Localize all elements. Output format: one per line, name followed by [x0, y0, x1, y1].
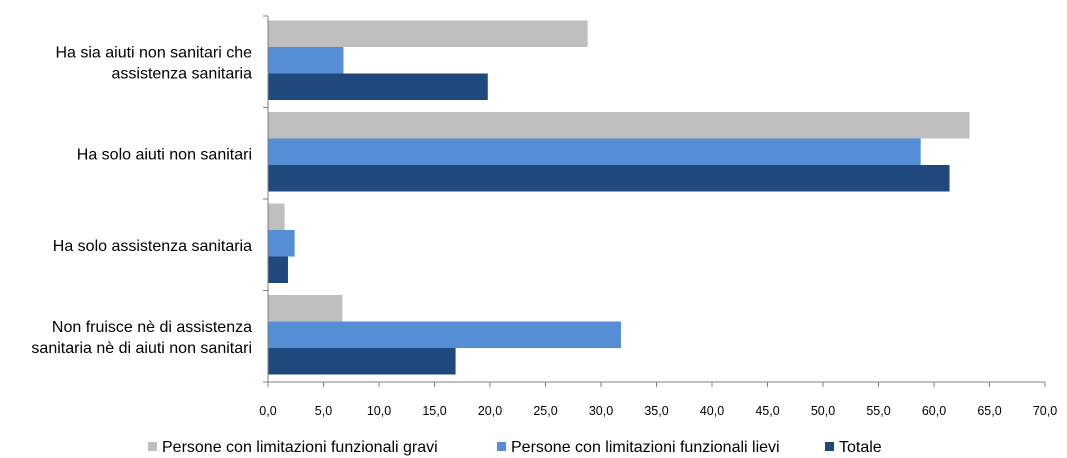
- bar-1-category-4: [268, 295, 343, 322]
- bar-2-category-3: [268, 230, 295, 257]
- bars-group: [268, 20, 970, 375]
- x-tick-label: 20,0: [478, 404, 502, 418]
- legend-label-1: Persone con limitazioni funzionali gravi: [162, 439, 438, 456]
- legend: Persone con limitazioni funzionali gravi…: [148, 439, 882, 456]
- category-label-4-line-2: sanitaria nè di aiuti non sanitari: [31, 340, 252, 357]
- category-label-1-line-2: assistenza sanitaria: [111, 65, 252, 82]
- bar-3-category-2: [268, 165, 950, 192]
- legend-swatch-2: [497, 442, 506, 451]
- bar-3-category-3: [268, 256, 288, 283]
- x-tick-label: 50,0: [811, 404, 835, 418]
- x-tick-label: 40,0: [700, 404, 724, 418]
- legend-label-2: Persone con limitazioni funzionali lievi: [511, 439, 780, 456]
- x-tick-label: 10,0: [367, 404, 391, 418]
- legend-swatch-3: [825, 442, 834, 451]
- category-label-2-line-1: Ha solo aiuti non sanitari: [77, 146, 252, 163]
- x-tick-label: 30,0: [589, 404, 613, 418]
- x-tick-label: 45,0: [755, 404, 779, 418]
- tick-labels: 0,0 5,0 10,0 15,0 20,0 25,0 30,0 35,0 40,0 45,0 50…: [259, 404, 1057, 418]
- x-tick-label: 0,0: [259, 404, 276, 418]
- x-tick-label: 15,0: [422, 404, 446, 418]
- bar-1-category-2: [268, 112, 970, 139]
- bar-2-category-1: [268, 47, 344, 74]
- x-tick-label: 65,0: [977, 404, 1001, 418]
- legend-swatch-1: [148, 442, 157, 451]
- axes-group: [263, 15, 1046, 387]
- x-tick-label: 5,0: [315, 404, 332, 418]
- category-label-4-line-1: Non fruisce nè di assistenza: [52, 319, 252, 336]
- category-labels: Ha sia aiuti non sanitari che assistenza …: [31, 44, 252, 357]
- x-tick-label: 25,0: [533, 404, 557, 418]
- bar-3-category-1: [268, 73, 488, 100]
- x-tick-label: 35,0: [644, 404, 668, 418]
- bar-2-category-2: [268, 138, 921, 165]
- legend-label-3: Totale: [839, 439, 882, 456]
- x-tick-label: 70,0: [1033, 404, 1057, 418]
- bar-1-category-3: [268, 203, 285, 230]
- bar-2-category-4: [268, 321, 621, 348]
- category-label-1-line-1: Ha sia aiuti non sanitari che: [55, 44, 252, 61]
- x-tick-label: 55,0: [866, 404, 890, 418]
- category-label-3-line-1: Ha solo assistenza sanitaria: [53, 238, 252, 255]
- x-tick-label: 60,0: [922, 404, 946, 418]
- bar-3-category-4: [268, 348, 456, 375]
- bar-1-category-1: [268, 20, 588, 47]
